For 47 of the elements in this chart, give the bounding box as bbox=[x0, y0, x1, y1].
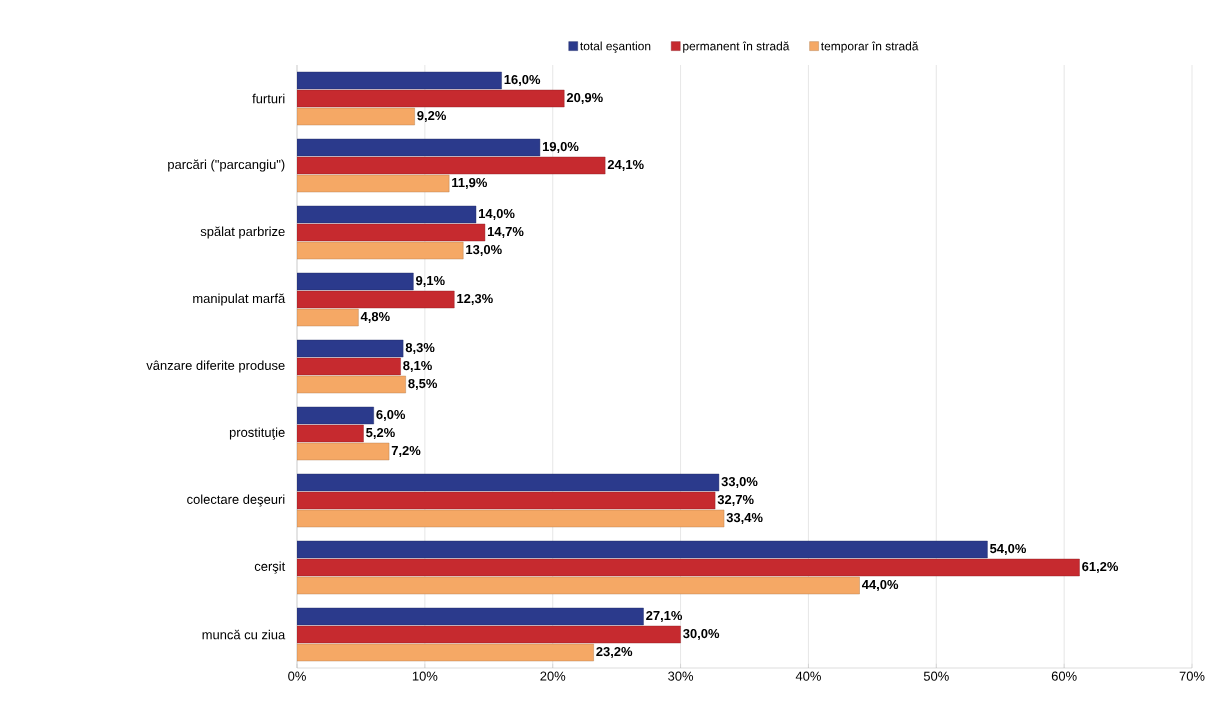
y-tick-label: cerşit bbox=[254, 561, 286, 574]
data-label: 30,0% bbox=[683, 628, 720, 641]
data-label: 24,1% bbox=[607, 159, 644, 172]
y-tick-label: manipulat marfă bbox=[193, 293, 286, 306]
y-tick-label: vânzare diferite produse bbox=[146, 360, 285, 373]
data-label: 11,9% bbox=[452, 177, 488, 190]
data-label: 8,3% bbox=[405, 342, 435, 355]
y-tick-label: muncă cu ziua bbox=[202, 629, 286, 640]
data-label: 4,8% bbox=[360, 311, 390, 324]
data-label: 14,7% bbox=[487, 226, 524, 239]
x-tick-label: 60% bbox=[1051, 671, 1077, 681]
data-label: 12,3% bbox=[457, 293, 493, 306]
y-tick-label: colectare deşeuri bbox=[187, 494, 285, 507]
data-label: 33,4% bbox=[726, 512, 763, 525]
legend-label: permanent în stradă bbox=[683, 41, 790, 53]
y-tick-label: parcări ("parcangiu") bbox=[168, 159, 285, 172]
data-label: 14,0% bbox=[479, 208, 515, 221]
data-label: 54,0% bbox=[990, 543, 1027, 556]
data-label: 61,2% bbox=[1082, 561, 1119, 574]
data-label: 8,1% bbox=[403, 360, 432, 373]
data-label: 5,2% bbox=[366, 427, 395, 440]
data-label: 32,7% bbox=[717, 494, 754, 507]
data-label: 44,0% bbox=[861, 579, 899, 592]
data-label: 20,9% bbox=[566, 92, 603, 105]
data-label: 8,5% bbox=[408, 378, 438, 391]
data-label: 27,1% bbox=[646, 610, 683, 623]
x-tick-label: 50% bbox=[923, 671, 949, 681]
data-label: 19,0% bbox=[542, 141, 579, 154]
data-label: 16,0% bbox=[504, 74, 541, 87]
y-tick-label: prostituţie bbox=[229, 427, 285, 440]
x-tick-label: 0% bbox=[288, 671, 306, 681]
x-tick-label: 70% bbox=[1179, 671, 1205, 681]
x-tick-label: 30% bbox=[668, 671, 694, 681]
legend-label: total eşantion bbox=[580, 41, 651, 53]
x-tick-label: 20% bbox=[540, 671, 566, 681]
data-label: 23,2% bbox=[596, 646, 633, 659]
y-tick-label: spălat parbrize bbox=[200, 226, 285, 239]
legend-label: temporar în stradă bbox=[820, 41, 919, 53]
x-tick-label: 10% bbox=[412, 671, 438, 681]
data-label: 7,2% bbox=[391, 445, 421, 458]
data-label: 33,0% bbox=[721, 476, 758, 489]
data-label: 9,2% bbox=[417, 110, 446, 123]
data-label: 9,1% bbox=[416, 275, 445, 288]
y-tick-label: furturi bbox=[252, 93, 285, 104]
data-label: 13,0% bbox=[466, 244, 502, 257]
data-label: 6,0% bbox=[376, 409, 406, 422]
x-tick-label: 40% bbox=[795, 671, 821, 681]
